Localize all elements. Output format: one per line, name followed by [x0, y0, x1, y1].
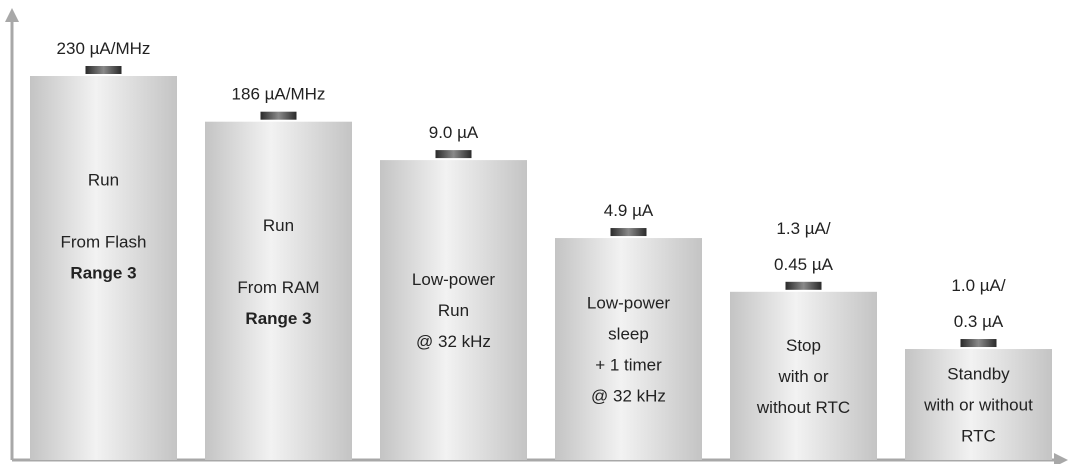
bar-top-marker — [260, 111, 297, 120]
bar-group: 1.3 µA/0.45 µA Stop with or without RTC — [730, 219, 877, 460]
bar-top-marker — [85, 66, 122, 74]
bar-group: 4.9 µA Low-power sleep + 1 timer @ 32 kHz — [555, 201, 702, 460]
bar-inner-label: Run — [88, 171, 119, 190]
bar-group: 230 µA/MHz Run From Flash Range 3 — [30, 39, 177, 460]
value-label: 186 µA/MHz — [232, 85, 326, 104]
bar-inner-label: with or — [777, 367, 828, 386]
bar — [205, 121, 352, 461]
bar-group: 9.0 µA Low-power Run @ 32 kHz — [380, 123, 527, 460]
bar-inner-label: sleep — [608, 325, 649, 344]
bar-inner-label: RTC — [961, 427, 996, 446]
bar-top-marker — [960, 339, 997, 348]
bar — [30, 76, 177, 460]
bar-inner-label: Stop — [786, 336, 821, 355]
bar-inner-label: Standby — [947, 365, 1010, 384]
bar-inner-label: @ 32 kHz — [591, 387, 666, 406]
value-label: 9.0 µA — [429, 123, 479, 142]
value-label: 1.3 µA/ — [776, 219, 830, 238]
bar-inner-label: Range 3 — [245, 309, 311, 328]
bar — [380, 160, 527, 460]
bar-inner-label: Low-power — [412, 270, 495, 289]
bar-inner-label: Low-power — [587, 294, 670, 313]
value-label: 0.3 µA — [954, 312, 1004, 331]
bar-inner-label: with or without — [923, 396, 1033, 415]
bar-inner-label: + 1 timer — [595, 356, 662, 375]
value-label: 4.9 µA — [604, 201, 654, 220]
bar — [730, 291, 877, 460]
value-label: 230 µA/MHz — [57, 39, 151, 58]
bar-top-marker — [435, 150, 472, 159]
axes — [5, 8, 1068, 464]
value-label: 0.45 µA — [774, 255, 834, 274]
value-label: 1.0 µA/ — [951, 276, 1005, 295]
bar-inner-label: From RAM — [237, 278, 319, 297]
bar-inner-label: @ 32 kHz — [416, 332, 491, 351]
bar-top-marker — [785, 281, 822, 290]
bar-group: 186 µA/MHz Run From RAM Range 3 — [205, 85, 352, 461]
bar-top-marker — [610, 228, 647, 237]
bar-inner-label: Run — [263, 216, 294, 235]
bar-inner-label: From Flash — [61, 233, 147, 252]
y-axis-arrow — [5, 8, 19, 22]
bar-group: 1.0 µA/0.3 µA Standby with or without RTC — [905, 276, 1052, 460]
bar-inner-label: Run — [438, 301, 469, 320]
bar-inner-label: Range 3 — [70, 264, 136, 283]
bar — [555, 238, 702, 460]
x-axis-arrow — [1054, 453, 1068, 464]
bar-inner-label: without RTC — [756, 398, 850, 417]
bar — [905, 349, 1052, 460]
